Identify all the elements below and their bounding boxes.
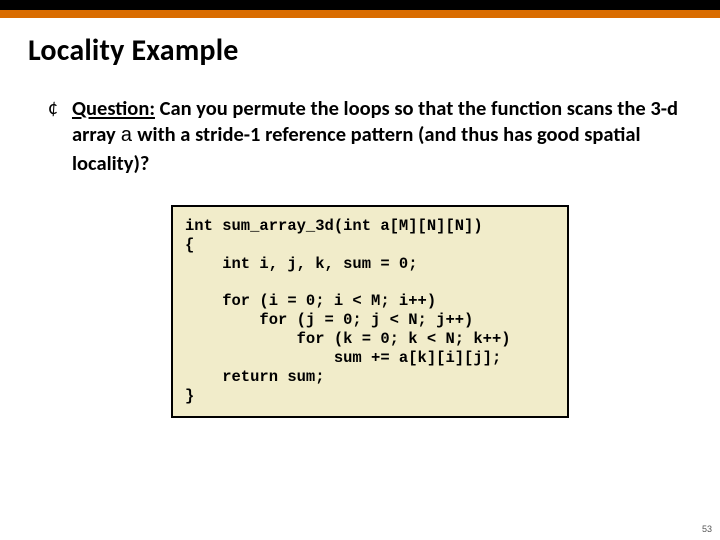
code-box: int sum_array_3d(int a[M][N][N]) { int i… — [171, 205, 569, 418]
code-block: int sum_array_3d(int a[M][N][N]) { int i… — [185, 217, 555, 406]
question-inline-code: a — [120, 125, 132, 148]
bullet-icon: ¢ — [48, 95, 58, 121]
content-area: ¢ Question: Can you permute the loops so… — [48, 95, 692, 418]
question-label: Question: — [72, 95, 155, 121]
bullet-row: ¢ Question: Can you permute the loops so… — [48, 95, 692, 177]
accent-orange-bar — [0, 10, 720, 18]
page-number: 53 — [702, 524, 712, 534]
slide-title: Locality Example — [28, 32, 720, 69]
question-part2: with a stride-1 reference pattern (and t… — [72, 121, 641, 176]
question-text: Question: Can you permute the loops so t… — [72, 95, 692, 177]
